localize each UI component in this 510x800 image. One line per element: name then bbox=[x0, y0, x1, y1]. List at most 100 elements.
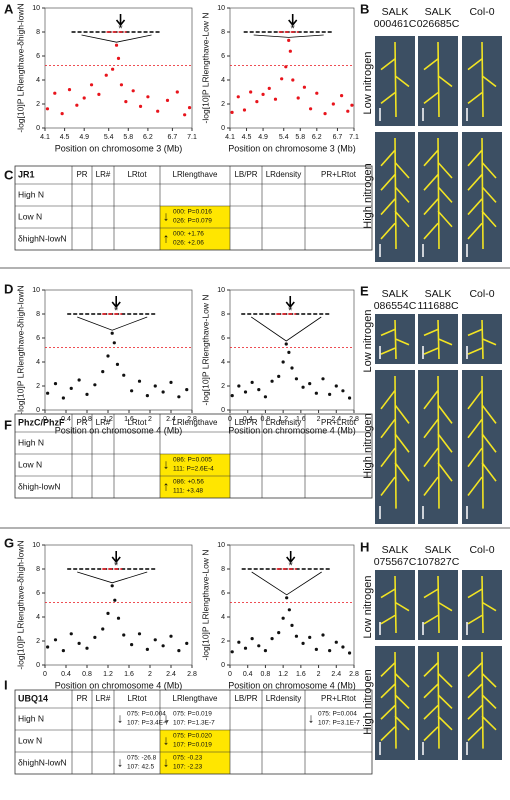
x-tick-label: 1.2 bbox=[103, 416, 113, 423]
x-tick-label: 5.4 bbox=[279, 134, 289, 141]
snp-point bbox=[46, 391, 50, 395]
root bbox=[467, 319, 497, 360]
snp-point bbox=[131, 89, 135, 93]
snp-point bbox=[130, 643, 134, 647]
arrow: ↓ bbox=[117, 710, 124, 725]
arrow: ↓ bbox=[163, 710, 170, 725]
snp-point bbox=[334, 384, 338, 388]
snp-point bbox=[145, 647, 149, 652]
sample-label: SALK bbox=[425, 544, 452, 556]
x-tick-label: 2.8 bbox=[187, 416, 197, 423]
sample-label: Col-0 bbox=[469, 288, 494, 300]
row-header: High N bbox=[18, 437, 44, 447]
asterisk: * bbox=[289, 560, 294, 572]
snp-point bbox=[273, 97, 278, 101]
column-header: LRlengthave bbox=[173, 418, 218, 427]
highlight-cell bbox=[160, 206, 230, 228]
snp-point bbox=[267, 86, 271, 90]
root bbox=[423, 575, 453, 634]
snp-point bbox=[185, 388, 189, 392]
x-axis-label: Position on chromosome 3 (Mb) bbox=[228, 143, 356, 153]
column-header: PR+LRtot bbox=[321, 694, 357, 703]
x-tick-label: 6.2 bbox=[312, 134, 322, 141]
snp-point bbox=[85, 646, 89, 650]
x-tick-label: 0.4 bbox=[61, 416, 71, 423]
y-tick-label: 8 bbox=[36, 311, 40, 318]
column-header: LR# bbox=[96, 694, 111, 703]
x-tick-label: 2.8 bbox=[349, 671, 359, 678]
x-tick-label: 0.4 bbox=[61, 671, 71, 678]
plot-frame bbox=[229, 544, 355, 666]
arrow: ↓ bbox=[308, 710, 315, 725]
row-label: High nitrogen bbox=[362, 669, 374, 734]
root bbox=[380, 651, 410, 749]
snp-point bbox=[161, 390, 165, 394]
row-header: Low N bbox=[18, 459, 42, 469]
snp-point bbox=[53, 382, 58, 386]
snp-point bbox=[104, 73, 108, 77]
cell-text: 075: P=0.020 bbox=[173, 733, 212, 740]
cell-text: 086: P=0.005 bbox=[173, 457, 212, 464]
asterisk: * bbox=[288, 305, 293, 317]
snp-point bbox=[82, 96, 86, 100]
snp-point bbox=[350, 103, 354, 107]
snp-point bbox=[236, 95, 240, 99]
x-tick-label: 0.8 bbox=[82, 671, 92, 678]
panel-label: H bbox=[360, 539, 369, 554]
cell-text: 107: 42.5 bbox=[127, 764, 154, 771]
root bbox=[380, 41, 410, 118]
x-tick-label: 4.9 bbox=[79, 134, 89, 141]
sample-label: 086554C bbox=[374, 300, 417, 312]
snp-point bbox=[110, 584, 114, 588]
snp-point bbox=[77, 641, 81, 646]
snp-point bbox=[341, 389, 345, 393]
snp-point bbox=[285, 596, 289, 600]
cell-text: 107: P=1.3E-7 bbox=[173, 720, 215, 727]
column-header: LB/PR bbox=[234, 694, 257, 703]
arrow bbox=[286, 551, 296, 564]
y-tick-label: 8 bbox=[36, 566, 40, 573]
x-tick-label: 2 bbox=[148, 416, 152, 423]
x-tick-label: 2.4 bbox=[331, 416, 341, 423]
cell-text: 075: -26.8 bbox=[127, 755, 157, 762]
snp-point bbox=[106, 611, 110, 616]
snp-point bbox=[69, 632, 73, 636]
root bbox=[423, 137, 453, 250]
x-tick-label: 2.4 bbox=[166, 671, 176, 678]
snp-point bbox=[257, 388, 261, 392]
x-tick-label: 2.4 bbox=[166, 416, 176, 423]
x-tick-label: 6.7 bbox=[333, 134, 343, 141]
snp-point bbox=[347, 396, 352, 400]
snp-point bbox=[137, 379, 142, 383]
root bbox=[423, 375, 453, 509]
x-tick-label: 7.1 bbox=[187, 134, 197, 141]
column-header: PR bbox=[76, 694, 87, 703]
snp-point bbox=[284, 342, 288, 346]
cell-text: 107: -2.23 bbox=[173, 764, 203, 771]
snp-point bbox=[281, 616, 285, 620]
row-label: Low nitrogen bbox=[362, 52, 374, 115]
snp-point bbox=[250, 637, 254, 641]
snp-point bbox=[255, 100, 259, 104]
snp-point bbox=[169, 380, 173, 384]
root bbox=[423, 41, 453, 118]
y-tick-label: 2 bbox=[221, 101, 225, 108]
plot-frame bbox=[44, 7, 193, 129]
snp-point bbox=[89, 83, 94, 87]
cell-text: 075: P=0.004 bbox=[318, 711, 357, 718]
y-tick-label: 6 bbox=[36, 590, 40, 597]
snp-point bbox=[113, 598, 117, 602]
snp-point bbox=[97, 92, 101, 96]
snp-point bbox=[106, 354, 110, 358]
snp-point bbox=[287, 608, 291, 612]
y-tick-label: 0 bbox=[221, 407, 225, 414]
x-axis-label: Position on chromosome 4 (Mb) bbox=[228, 425, 356, 435]
snp-point bbox=[328, 649, 332, 653]
snp-point bbox=[270, 637, 274, 641]
cell-text: 000: +1.76 bbox=[173, 231, 204, 238]
y-tick-label: 4 bbox=[221, 614, 225, 621]
y-tick-label: 6 bbox=[221, 53, 225, 60]
x-tick-label: 1.6 bbox=[124, 671, 134, 678]
snp-point bbox=[187, 106, 192, 110]
arrow: ↓ bbox=[163, 456, 170, 471]
